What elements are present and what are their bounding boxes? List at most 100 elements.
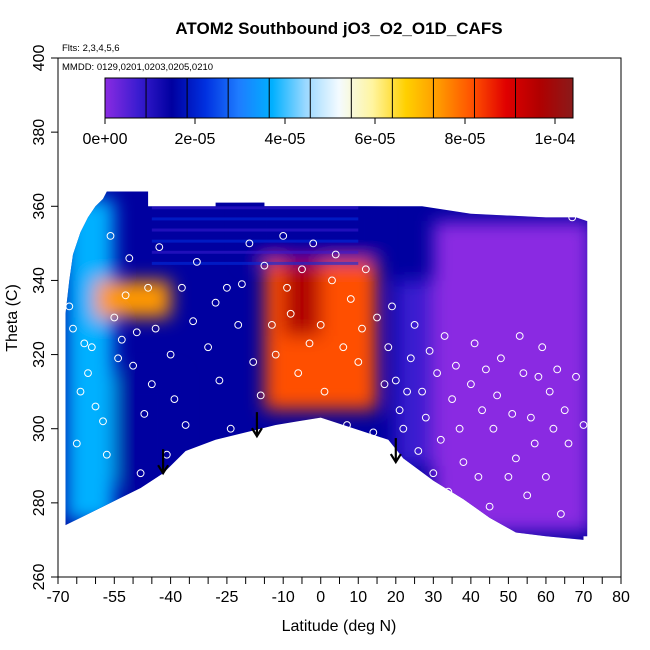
observation-point [474,473,483,481]
observation-point [478,406,487,415]
observation-point [132,328,141,337]
observation-point [140,410,149,418]
tropopause-arrow-head [157,464,170,476]
x-tick-label: 60 [537,589,555,606]
observation-point [560,406,569,415]
observation-point [249,358,258,366]
observation-point [391,376,400,385]
y-tick-label: 260 [31,564,48,591]
observation-point [508,410,517,418]
colorbar-tick-label: 2e-05 [175,131,216,148]
observation-point [557,510,565,518]
observation-point [286,309,295,318]
observation-point [414,447,423,455]
observation-point [354,358,363,366]
observation-point [553,365,562,374]
observation-point [482,365,490,374]
heatmap-streak [151,206,359,210]
colorbar-tick-label: 6e-05 [355,131,396,148]
observation-point [76,387,85,396]
y-tick-label: 340 [31,267,48,294]
heatmap-region [433,221,588,533]
x-tick-label: 40 [462,589,480,606]
observation-point [114,354,122,363]
heatmap-region [65,198,115,522]
y-axis-label: Theta (C) [4,284,21,352]
y-tick-label: 300 [31,415,48,442]
observation-point [226,424,235,433]
observation-point [452,361,460,370]
observation-point [125,254,134,263]
observation-point [328,276,336,285]
observation-point [369,428,378,437]
observation-point [129,361,138,370]
observation-point [545,387,554,396]
x-tick-label: 70 [575,589,593,606]
observation-point [298,265,306,274]
x-tick-label: 0 [316,589,325,606]
observation-point [72,439,81,448]
observation-point [418,387,427,396]
observation-point [69,324,77,333]
observation-point [91,402,100,411]
observation-point [421,413,430,422]
observation-point [181,421,190,429]
observation-point [316,321,325,329]
observation-point [178,283,186,292]
observation-point [440,332,449,340]
heatmap-streak [151,217,359,221]
observation-point [489,424,498,433]
observation-point [564,439,573,448]
observation-point [121,291,130,300]
y-tick-label: 280 [31,489,48,516]
observation-point [87,343,96,352]
y-axis: 260 280 300 320 340 360 380 400 [31,45,58,591]
observation-point [538,343,547,352]
observation-point [579,421,588,429]
observation-point [256,391,265,400]
observation-point [211,298,220,307]
observation-point [515,332,524,340]
observation-point [245,239,254,248]
observation-point [155,243,164,252]
observation-point [84,369,92,378]
x-tick-label: 30 [424,589,442,606]
observation-point [403,387,412,396]
observation-point [384,343,393,352]
x-tick-label: 10 [349,589,367,606]
observation-point [215,376,224,385]
chart-title: ATOM2 Southbound jO3_O2_O1D_CAFS [175,19,502,38]
observation-point [305,339,314,348]
x-tick-label: 50 [500,589,518,606]
flights-note: Flts: 2,3,4,5,6 [62,43,120,54]
observation-point [200,454,209,463]
tropopause-arrow-head [250,427,263,439]
observation-point [80,339,89,348]
observation-point [406,354,415,363]
observation-point [346,295,355,303]
observation-point [170,395,179,404]
observation-point [166,350,175,359]
colorbar-tick-label: 4e-05 [265,131,306,148]
y-tick-label: 320 [31,341,48,368]
y-tick-label: 380 [31,119,48,146]
observation-point [358,324,366,333]
observation-point [504,473,513,481]
observation-point [223,283,231,292]
heatmap-region [395,280,434,466]
observation-point [542,473,550,481]
observation-point [373,313,381,322]
heatmap-streak [151,239,359,243]
observation-point [283,283,291,292]
observation-point [448,395,457,404]
observation-point [485,502,494,511]
observation-point [380,380,389,389]
observation-point [260,261,269,270]
observation-point [519,369,528,378]
observation-point [534,372,543,381]
observation-point [572,372,580,381]
observation-point [279,232,288,240]
tropopause-arrows [157,412,402,476]
observation-point [144,283,153,292]
